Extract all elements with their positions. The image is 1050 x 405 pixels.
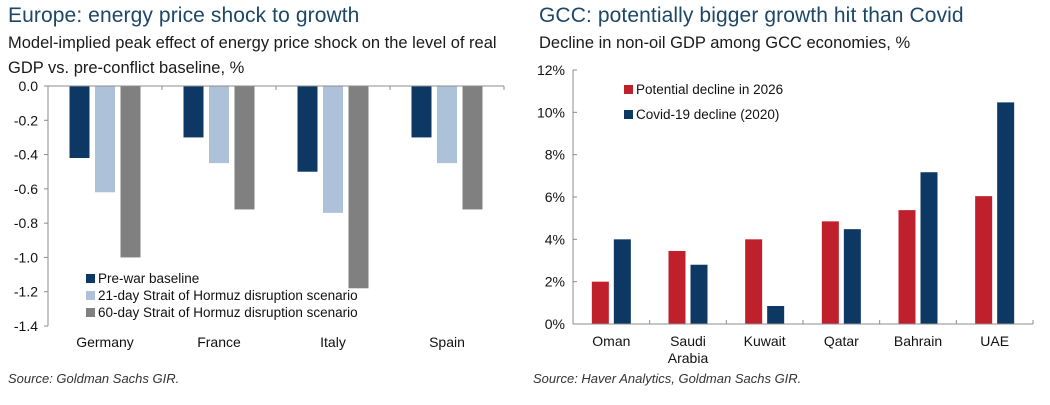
y-tick-label: -0.8 xyxy=(14,215,38,231)
europe-bar-chart: 0.0 -0.2 -0.4 -0.6 -0.8 -1.0 -1.2 -1.4 Germany Fr… xyxy=(14,78,505,350)
gcc-chart-title: GCC: potentially bigger growth hit than … xyxy=(539,4,964,27)
y-tick-label: 6% xyxy=(545,189,565,205)
legend-label: 60-day Strait of Hormuz disruption scena… xyxy=(98,305,358,320)
bar-italy-series-2 xyxy=(323,86,343,213)
bar-spain-series-2 xyxy=(437,86,457,164)
legend-label: Potential decline in 2026 xyxy=(636,82,783,97)
y-tick-label: 8% xyxy=(545,147,565,163)
europe-chart-subtitle: Model-implied peak effect of energy pric… xyxy=(8,34,497,77)
bar-spain-series-3 xyxy=(462,86,483,210)
bar-germany-series-2 xyxy=(95,86,115,193)
gcc-chart-panel: GCC: potentially bigger growth hit than … xyxy=(525,0,1050,405)
bar-spain-series-1 xyxy=(411,86,432,138)
legend-label: Pre-war baseline xyxy=(98,271,199,286)
europe-chart-panel: Europe: energy price shock to growth Mod… xyxy=(0,0,520,405)
x-tick-label: Saudi xyxy=(670,333,706,349)
gcc-chart-subtitle: Decline in non-oil GDP among GCC economi… xyxy=(539,34,911,52)
y-tick-label: 4% xyxy=(545,231,565,247)
x-tick-label: Spain xyxy=(429,334,465,350)
x-tick-label: Italy xyxy=(320,334,346,350)
bar-oman-series-2 xyxy=(613,239,631,324)
bar-germany-series-1 xyxy=(69,86,90,158)
legend-swatch xyxy=(624,85,633,94)
y-tick-label: 2% xyxy=(545,274,565,290)
y-tick-label: -0.6 xyxy=(14,181,38,197)
bar-qatar-series-1 xyxy=(821,221,839,324)
bar-qatar-series-2 xyxy=(843,229,861,324)
y-tick-label: -1.4 xyxy=(14,318,38,334)
europe-chart-title: Europe: energy price shock to growth xyxy=(8,4,360,27)
bar-germany-series-3 xyxy=(120,86,141,258)
x-tick-label: UAE xyxy=(980,333,1009,349)
y-tick-label: 12% xyxy=(537,62,565,78)
y-tick-label: 10% xyxy=(537,104,565,120)
x-tick-label: Qatar xyxy=(824,333,859,349)
legend-swatch xyxy=(86,274,95,283)
bar-saudi-arabia-series-1 xyxy=(668,250,686,324)
bar-saudi-arabia-series-2 xyxy=(690,264,708,324)
x-tick-label: Germany xyxy=(76,334,134,350)
bar-uae-series-2 xyxy=(997,102,1015,324)
x-tick-label: Bahrain xyxy=(894,333,942,349)
legend-swatch xyxy=(86,291,95,300)
y-tick-label: -1.0 xyxy=(14,249,38,265)
bar-kuwait-series-1 xyxy=(745,239,763,324)
x-tick-label: Kuwait xyxy=(744,333,786,349)
y-tick-label: 0% xyxy=(545,316,565,332)
y-tick-label: -0.4 xyxy=(14,147,38,163)
bar-uae-series-1 xyxy=(975,196,993,324)
x-tick-label: Oman xyxy=(592,333,630,349)
bar-bahrain-series-1 xyxy=(898,210,916,324)
legend-swatch xyxy=(86,308,95,317)
legend-label: Covid-19 decline (2020) xyxy=(636,107,779,122)
y-tick-label: -0.2 xyxy=(14,112,38,128)
legend-label: 21-day Strait of Hormuz disruption scena… xyxy=(98,288,358,303)
bar-france-series-3 xyxy=(234,86,255,210)
x-tick-label: France xyxy=(197,334,241,350)
gcc-chart-source: Source: Haver Analytics, Goldman Sachs G… xyxy=(533,371,802,386)
bar-bahrain-series-2 xyxy=(920,172,938,324)
bar-oman-series-1 xyxy=(591,281,609,324)
y-tick-label: 0.0 xyxy=(19,78,39,94)
europe-chart-source: Source: Goldman Sachs GIR. xyxy=(8,371,180,386)
x-tick-label: Arabia xyxy=(668,350,709,366)
bar-kuwait-series-2 xyxy=(767,306,785,324)
bar-france-series-2 xyxy=(209,86,229,164)
bar-italy-series-3 xyxy=(348,86,369,289)
legend-swatch xyxy=(624,110,633,119)
bar-france-series-1 xyxy=(183,86,204,138)
bar-italy-series-1 xyxy=(297,86,318,172)
y-tick-label: -1.2 xyxy=(14,284,38,300)
